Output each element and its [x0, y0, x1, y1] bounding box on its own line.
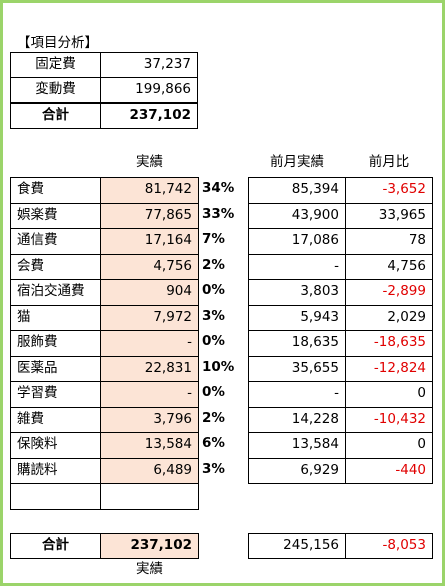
actual-value: 904 — [100, 279, 199, 306]
diff-value: 0 — [345, 432, 433, 459]
blank-cell — [100, 483, 199, 510]
diff-value: 2,029 — [345, 304, 433, 331]
prev-value: 3,803 — [248, 279, 346, 306]
actual-value: 77,865 — [100, 202, 199, 229]
prev-value: 85,394 — [248, 177, 346, 204]
actual-value: 22,831 — [100, 355, 199, 382]
share-percent: 6% — [202, 435, 225, 451]
share-percent: 7% — [202, 231, 225, 247]
diff-value: -10,432 — [345, 406, 433, 433]
diff-value: -440 — [345, 457, 433, 484]
category-name: 雑費 — [10, 406, 101, 433]
diff-value: 33,965 — [345, 202, 433, 229]
summary-label: 変動費 — [10, 77, 101, 103]
prev-value: 14,228 — [248, 406, 346, 433]
share-percent: 34% — [202, 180, 235, 196]
diff-value: -18,635 — [345, 330, 433, 357]
diff-value: -12,824 — [345, 355, 433, 382]
share-percent: 33% — [202, 205, 235, 222]
category-name: 食費 — [10, 177, 101, 204]
category-name: 娯楽費 — [10, 202, 101, 229]
actual-value: 3,796 — [100, 406, 199, 433]
total-prev: 245,156 — [248, 533, 346, 559]
column-header: 前月比 — [368, 154, 410, 170]
diff-value: 78 — [345, 228, 433, 255]
prev-value: 5,943 — [248, 304, 346, 331]
prev-value: 6,929 — [248, 457, 346, 484]
prev-value: 17,086 — [248, 228, 346, 255]
prev-value: - — [248, 381, 346, 408]
category-name: 服飾費 — [10, 330, 101, 357]
prev-value: - — [248, 253, 346, 280]
prev-value: 35,655 — [248, 355, 346, 382]
actual-value: - — [100, 330, 199, 357]
category-name: 通信費 — [10, 228, 101, 255]
summary-value: 199,866 — [100, 77, 198, 103]
total-value: 237,102 — [100, 533, 199, 559]
actual-value: - — [100, 381, 199, 408]
category-name: 購読料 — [10, 457, 101, 484]
prev-value: 13,584 — [248, 432, 346, 459]
share-percent: 0% — [202, 384, 225, 400]
category-name: 猫 — [10, 304, 101, 331]
summary-total-value: 237,102 — [100, 102, 198, 129]
actual-value: 81,742 — [100, 177, 199, 204]
share-percent: 2% — [202, 409, 225, 426]
category-name: 宿泊交通費 — [10, 279, 101, 306]
title: 【項目分析】 — [17, 35, 98, 51]
summary-value: 37,237 — [100, 52, 198, 78]
share-percent: 10% — [202, 358, 235, 375]
actual-value: 7,972 — [100, 304, 199, 331]
column-header: 実績 — [136, 154, 163, 170]
category-name: 学習費 — [10, 381, 101, 408]
total-label: 合計 — [10, 533, 101, 559]
diff-value: -3,652 — [345, 177, 433, 204]
prev-value: 43,900 — [248, 202, 346, 229]
column-header: 前月実績 — [270, 154, 324, 170]
share-percent: 0% — [202, 333, 225, 349]
prev-value: 18,635 — [248, 330, 346, 357]
category-name: 保険料 — [10, 432, 101, 459]
actual-value: 4,756 — [100, 253, 199, 280]
share-percent: 0% — [202, 282, 225, 298]
diff-value: -2,899 — [345, 279, 433, 306]
share-percent: 3% — [202, 460, 225, 477]
actual-value: 6,489 — [100, 457, 199, 484]
share-percent: 3% — [202, 307, 225, 324]
category-name: 会費 — [10, 253, 101, 280]
diff-value: 0 — [345, 381, 433, 408]
diff-value: 4,756 — [345, 253, 433, 280]
footer-label: 実績 — [136, 561, 163, 577]
summary-total-label: 合計 — [10, 102, 101, 129]
summary-label: 固定費 — [10, 52, 101, 78]
category-name: 医薬品 — [10, 355, 101, 382]
blank-cell — [10, 483, 101, 510]
total-diff: -8,053 — [345, 533, 433, 559]
share-percent: 2% — [202, 256, 225, 273]
actual-value: 17,164 — [100, 228, 199, 255]
actual-value: 13,584 — [100, 432, 199, 459]
